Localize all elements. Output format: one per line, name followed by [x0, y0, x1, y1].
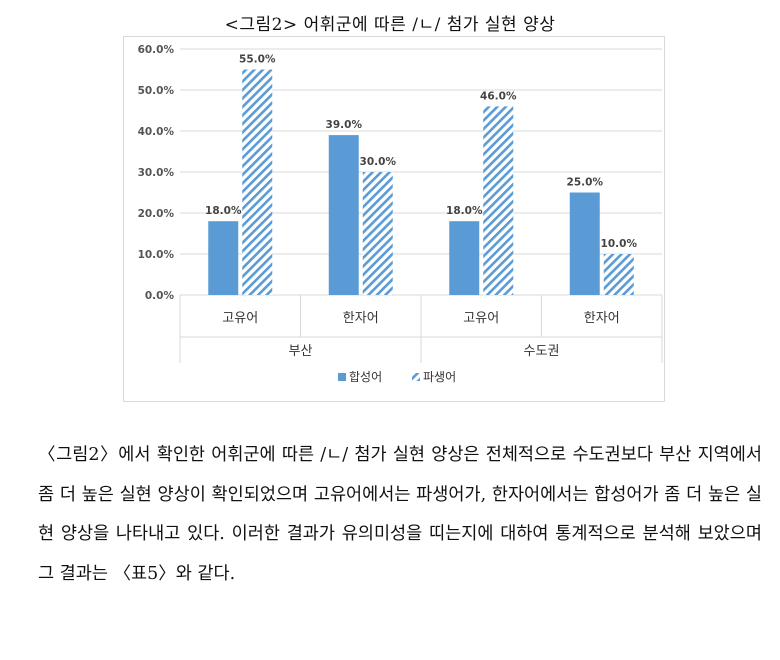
y-tick-label: 0.0%: [145, 290, 175, 302]
data-label: 18.0%: [205, 205, 242, 217]
bar-pasaengeo: [483, 106, 514, 296]
category-label: 한자어: [343, 311, 379, 326]
y-tick-label: 20.0%: [138, 208, 175, 220]
y-tick-label: 50.0%: [138, 85, 175, 97]
chart-area: 18.0% 55.0% 39.0% 30.0% 18.0% 46.0% 25.0% 10.0%…: [123, 36, 665, 402]
body-paragraph: 〈그림2〉에서 확인한 어휘군에 따른 /ㄴ/ 첨가 실현 양상은 전체적으로 …: [38, 445, 762, 584]
legend-swatch: [338, 373, 346, 381]
bar-pasaengeo: [603, 254, 634, 295]
legend-label: 파생어: [423, 370, 456, 384]
y-tick-label: 40.0%: [138, 126, 175, 138]
bar-pasaengeo: [362, 172, 393, 295]
data-label: 25.0%: [567, 177, 604, 189]
data-label: 18.0%: [446, 205, 483, 217]
y-tick-label: 10.0%: [138, 249, 175, 261]
legend-label: 합성어: [349, 370, 382, 384]
bar-hapseongeo: [449, 221, 480, 295]
data-label: 46.0%: [480, 90, 517, 102]
figure-title: <그림2> 어휘군에 따른 /ㄴ/ 첨가 실현 양상: [224, 15, 556, 35]
bar-chart: 18.0% 55.0% 39.0% 30.0% 18.0% 46.0% 25.0% 10.0%…: [138, 44, 663, 384]
bar-hapseongeo: [328, 135, 359, 295]
data-label: 10.0%: [601, 238, 638, 250]
group-label: 부산: [289, 344, 313, 359]
data-label: 39.0%: [326, 119, 363, 131]
bar-hapseongeo: [569, 192, 600, 295]
y-tick-label: 60.0%: [138, 44, 175, 56]
data-label: 30.0%: [360, 156, 397, 168]
group-label: 수도권: [524, 344, 560, 359]
legend-swatch: [412, 373, 420, 381]
data-label: 55.0%: [239, 54, 276, 66]
y-tick-label: 30.0%: [138, 167, 175, 179]
category-label: 고유어: [222, 311, 258, 326]
bar-hapseongeo: [208, 221, 239, 295]
category-label: 한자어: [584, 311, 620, 326]
category-label: 고유어: [463, 311, 499, 326]
bar-pasaengeo: [242, 69, 273, 295]
